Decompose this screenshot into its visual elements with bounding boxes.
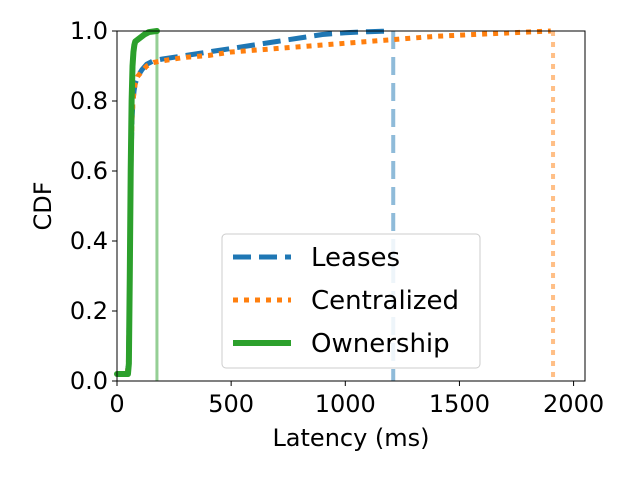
x-tick-label: 2000 bbox=[543, 390, 604, 418]
legend-label-centralized: Centralized bbox=[311, 286, 459, 316]
x-tick-label: 1500 bbox=[429, 390, 490, 418]
y-tick-label: 0.6 bbox=[70, 157, 108, 185]
x-tick-label: 0 bbox=[109, 390, 124, 418]
series-lines bbox=[114, 28, 551, 377]
y-tick-label: 0.0 bbox=[70, 367, 108, 395]
legend-label-leases: Leases bbox=[311, 243, 400, 273]
y-axis-label: CDF bbox=[29, 181, 57, 230]
x-axis-label: Latency (ms) bbox=[272, 424, 429, 452]
y-axis-ticks: 0.0 0.2 0.4 0.6 0.8 1.0 bbox=[70, 17, 117, 395]
plot-frame bbox=[116, 30, 586, 382]
series-line-ownership bbox=[114, 28, 160, 377]
x-axis-ticks: 0 500 1000 1500 2000 bbox=[109, 381, 604, 418]
x-tick-label: 500 bbox=[208, 390, 254, 418]
x-tick-label: 1000 bbox=[315, 390, 376, 418]
y-tick-label: 0.2 bbox=[70, 297, 108, 325]
y-tick-label: 0.8 bbox=[70, 87, 108, 115]
y-tick-label: 1.0 bbox=[70, 17, 108, 45]
legend-label-ownership: Ownership bbox=[311, 329, 450, 359]
y-tick-label: 0.4 bbox=[70, 227, 108, 255]
legend: Leases Centralized Ownership bbox=[221, 233, 481, 369]
legend-box bbox=[221, 233, 481, 369]
